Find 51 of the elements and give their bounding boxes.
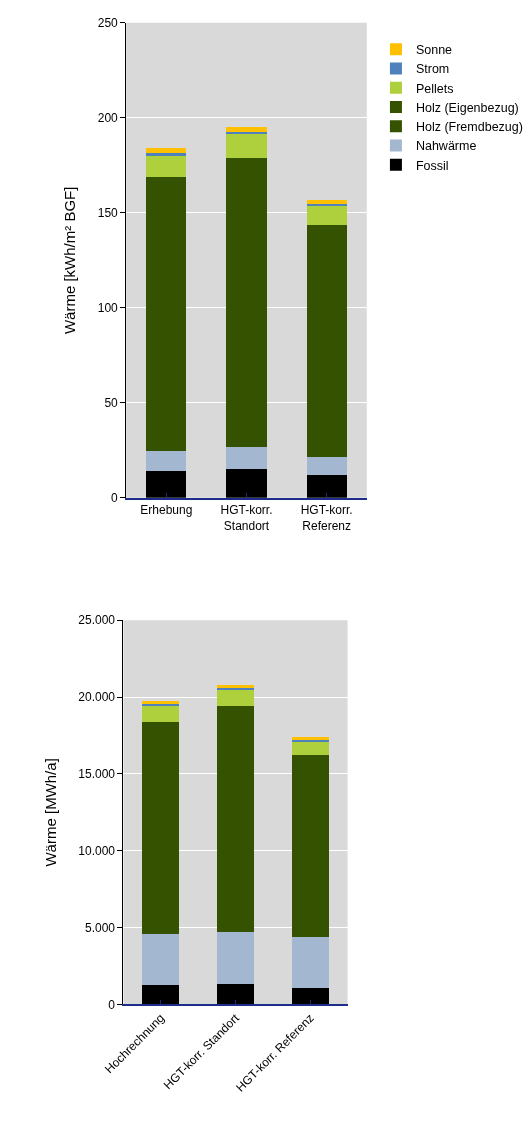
legend-label: Pellets — [415, 81, 454, 96]
bar — [216, 689, 255, 707]
x-tick-label: Erhebung — [140, 502, 193, 517]
bar — [306, 457, 347, 475]
y-axis-title: Wärme [kWh/m² BGF] — [61, 186, 79, 335]
bar — [291, 988, 329, 1005]
y-tick-label: 5.000 — [85, 920, 116, 935]
bar — [226, 132, 267, 135]
bar — [146, 155, 187, 178]
y-axis-title: Wärme [MWh/a] — [41, 758, 59, 867]
y-tick-label: 20.000 — [78, 690, 116, 705]
y-tick-label: 50 — [104, 396, 119, 411]
y-tick-label: 15.000 — [78, 767, 116, 782]
bar — [291, 736, 329, 741]
bar — [226, 134, 267, 158]
bar — [226, 469, 267, 498]
legend-label: Strom — [415, 62, 450, 77]
legend-label: Holz (Eigenbezug) — [415, 100, 519, 115]
bar — [142, 984, 180, 1005]
bar — [146, 470, 187, 498]
bar — [306, 203, 347, 206]
bar — [306, 205, 347, 225]
bar — [142, 700, 180, 705]
y-tick-label: 25.000 — [78, 613, 116, 628]
legend-label: Holz (Fremdbezug) — [415, 120, 523, 135]
y-tick-label: 0 — [111, 491, 119, 506]
y-tick-label: 10.000 — [78, 843, 116, 858]
y-tick-label: 0 — [108, 997, 116, 1012]
bar — [142, 704, 180, 707]
x-tick-label: HGT-korr. Standort — [220, 502, 273, 533]
y-tick-label: 250 — [97, 16, 119, 30]
legend-label: Fossil — [415, 158, 449, 173]
y-tick-label: 100 — [97, 301, 119, 316]
bar — [146, 153, 187, 156]
bar — [291, 741, 329, 756]
bar — [226, 447, 267, 470]
bar — [216, 932, 255, 985]
bar — [216, 984, 255, 1005]
legend-label: Sonne — [415, 43, 453, 58]
y-tick-label: 150 — [97, 206, 119, 221]
bar — [142, 705, 180, 722]
bar — [291, 740, 329, 743]
bar — [146, 148, 187, 154]
bar — [291, 936, 329, 988]
bar — [306, 474, 347, 498]
bar — [146, 450, 187, 471]
legend-label: Nahwärme — [415, 139, 477, 154]
y-tick-label: 200 — [97, 111, 119, 125]
x-tick-label: HGT-korr. Referenz — [300, 502, 353, 533]
bar — [226, 127, 267, 133]
bar — [142, 933, 180, 985]
